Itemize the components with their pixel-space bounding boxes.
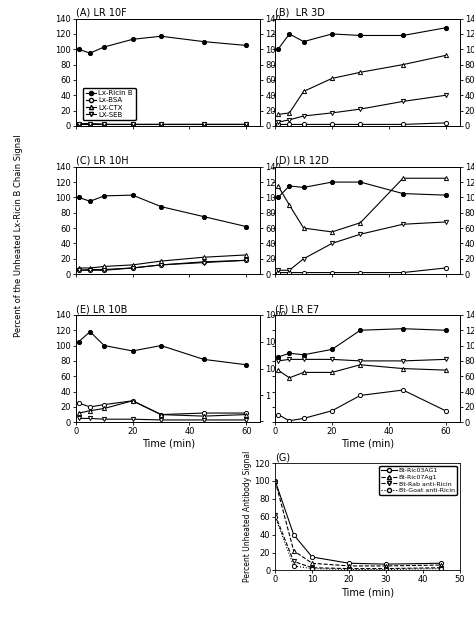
Y-axis label: Percent Unheated Antibody Signal: Percent Unheated Antibody Signal	[243, 451, 252, 582]
Text: (E) LR 10B: (E) LR 10B	[76, 304, 127, 314]
X-axis label: Time (min): Time (min)	[341, 587, 394, 597]
Legend: Bt-Ric03AG1, Bt-Ric07Ag1, Bt-Rab anti-Ricin, Bt-Goat anti-Ricin: Bt-Ric03AG1, Bt-Ric07Ag1, Bt-Rab anti-Ri…	[379, 466, 456, 495]
Text: (A) LR 10F: (A) LR 10F	[76, 8, 127, 18]
X-axis label: Time (min): Time (min)	[341, 439, 394, 449]
Text: (C) LR 10H: (C) LR 10H	[76, 156, 128, 166]
Text: (F) LR E7: (F) LR E7	[275, 304, 319, 314]
Text: Percent of the Unheated Lx-Ricin B Chain Signal: Percent of the Unheated Lx-Ricin B Chain…	[15, 135, 23, 337]
Text: (G): (G)	[275, 452, 290, 463]
Legend: Lx-Ricin B, Lx-BSA, LX-CTX, LX-SEB: Lx-Ricin B, Lx-BSA, LX-CTX, LX-SEB	[83, 87, 136, 120]
Text: (D) LR 12D: (D) LR 12D	[275, 156, 329, 166]
Text: (B)  LR 3D: (B) LR 3D	[275, 8, 325, 18]
X-axis label: Time (min): Time (min)	[142, 439, 195, 449]
